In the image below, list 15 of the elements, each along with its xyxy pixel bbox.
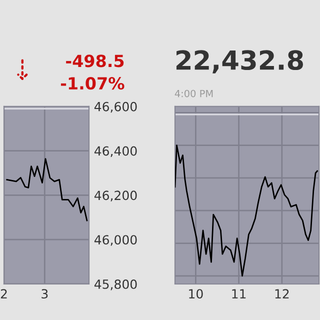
text: -1.07% <box>60 77 124 90</box>
x-tick-label: 11 <box>232 289 246 298</box>
y-tick-label: 45,800 <box>94 279 137 290</box>
y-tick-label: 46,000 <box>94 235 137 246</box>
x-tick-label: 10 <box>189 289 203 299</box>
text: 22,432.8 <box>176 50 303 74</box>
text: 4:00 PM <box>174 90 213 98</box>
y-tick-label: 46,600 <box>94 102 137 113</box>
line-series <box>6 158 88 222</box>
x-tick-label: 12 <box>275 289 289 298</box>
x-tick-label: 3 <box>42 289 48 299</box>
y-tick-label: 46,200 <box>94 190 137 202</box>
y-tick-label: 46,400 <box>94 146 137 157</box>
text: -498.5 <box>66 54 124 68</box>
x-tick-label: 2 <box>0 289 7 298</box>
